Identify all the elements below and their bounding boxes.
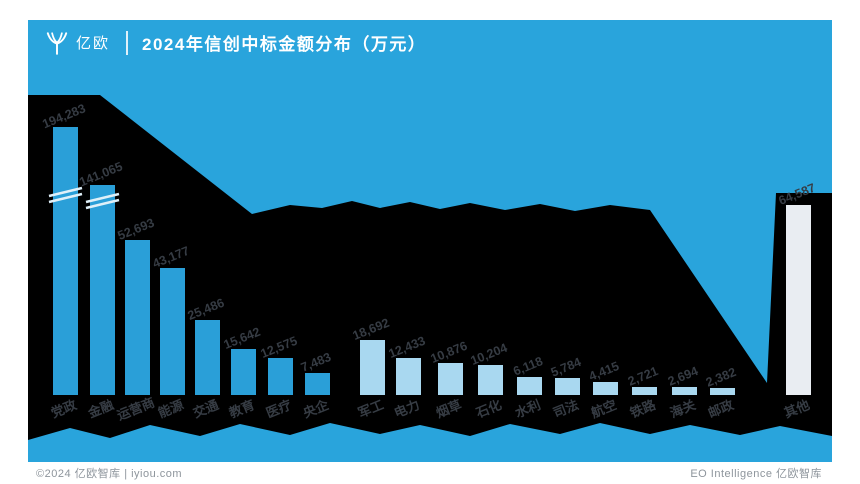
bar-央企 [305,373,330,395]
bar-教育 [231,349,256,395]
footer-credit-right: EO Intelligence 亿欧智库 [690,468,822,480]
bar-邮政 [710,388,735,395]
header-divider [126,30,129,55]
bar-党政 [53,127,78,395]
infographic-card: 亿欧 2024年信创中标金额分布（万元） 194,283 党政 141,065 金融 5… [28,20,832,484]
axis-break-mark [85,198,120,210]
bar-其他 [786,205,811,395]
bar-航空 [593,382,618,395]
axis-break-mark [48,186,83,198]
footer-strip: ©2024 亿欧智库 | iyiou.com EO Intelligence 亿… [28,462,832,484]
bar-铁路 [632,387,657,395]
bar-海关 [672,387,697,395]
brand: 亿欧 [44,30,110,56]
mountain-ridge [28,423,832,462]
bar-交通 [195,320,220,395]
axis-break-mark [48,192,83,204]
bar-烟草 [438,363,463,395]
bar-水利 [517,377,542,395]
bar-能源 [160,268,185,395]
yiou-logo-icon [44,30,70,56]
bar-司法 [555,378,580,395]
brand-name: 亿欧 [76,35,111,52]
axis-break-mark [85,192,120,204]
sky-silhouette [28,65,832,383]
bar-医疗 [268,358,293,395]
footer-credit-left: ©2024 亿欧智库 | iyiou.com [36,468,183,480]
page-title: 2024年信创中标金额分布（万元） [142,35,427,54]
bar-运营商 [125,240,150,395]
bar-金融 [90,185,115,395]
chart-canvas: 194,283党政141,065金融52,693运营商43,177能源25,48… [28,65,832,462]
header-band: 亿欧 2024年信创中标金额分布（万元） [28,20,832,65]
bar-电力 [396,358,421,395]
bar-石化 [478,365,503,395]
bar-军工 [360,340,385,395]
